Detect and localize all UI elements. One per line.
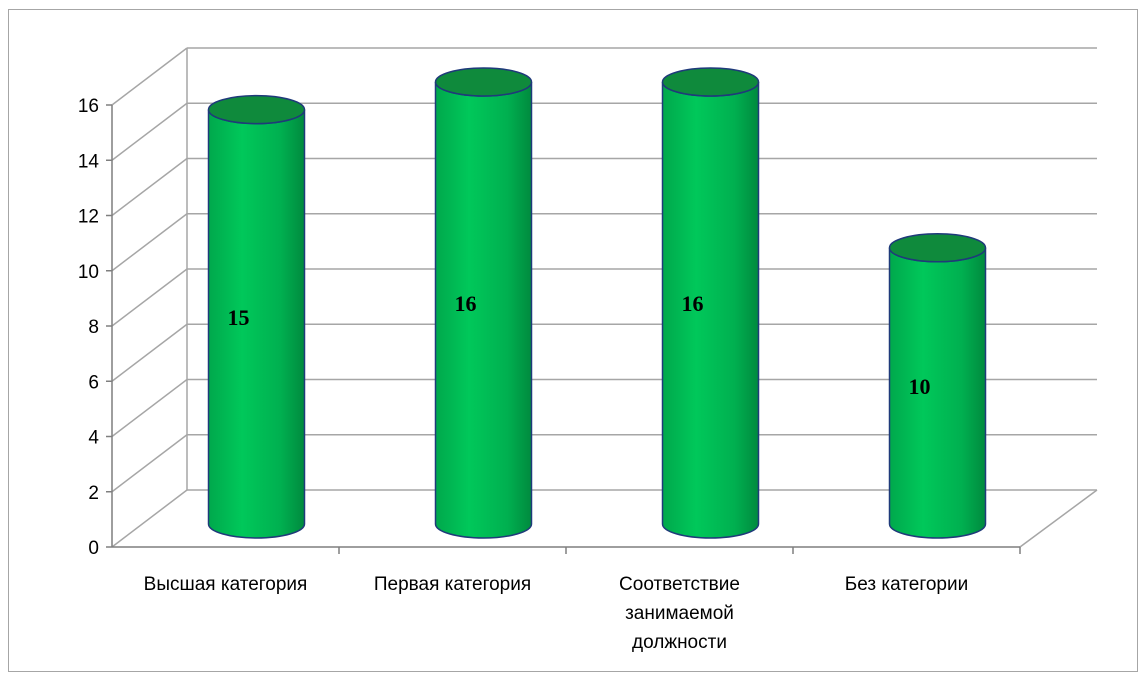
x-category-label-line-3-0: Без категории — [845, 574, 968, 595]
bars: 15 16 16 10 — [207, 67, 987, 539]
bar-top-2 — [661, 67, 760, 97]
axes — [106, 104, 1021, 554]
x-category-label-line-1-0: Первая категория — [374, 574, 531, 595]
bar-2: 16 — [661, 67, 760, 539]
floor-right-edge — [1019, 489, 1098, 548]
x-category-label-line-0-0: Высшая категория — [144, 574, 308, 595]
x-category-label-line-2-0: Соответствие — [619, 574, 740, 595]
x-category-label-line-2-1: занимаемой — [625, 603, 734, 624]
x-axis-category-labels: Высшая категория Первая категория Соответс… — [144, 574, 969, 653]
y-tick-label-0: 0 — [88, 538, 99, 559]
x-category-label-0: Высшая категория — [144, 574, 308, 595]
x-category-label-1: Первая категория — [374, 574, 531, 595]
x-category-label-2: Соответствие занимаемой должности — [619, 574, 740, 653]
gridline-side-8 — [111, 268, 188, 327]
bar-body-2 — [661, 81, 760, 539]
gridline-side-14 — [111, 102, 188, 161]
bar-body-1 — [434, 81, 533, 539]
x-category-label-line-2-2: должности — [632, 632, 727, 653]
bar-1: 16 — [434, 67, 533, 539]
data-label-2: 16 — [682, 291, 704, 316]
y-tick-label-16: 16 — [78, 96, 99, 117]
data-label-1: 16 — [455, 291, 477, 316]
gridline-side-10 — [111, 213, 188, 272]
y-tick-label-4: 4 — [88, 428, 99, 449]
y-tick-label-14: 14 — [78, 151, 100, 172]
gridline-side-16 — [111, 47, 188, 106]
data-label-3: 10 — [909, 374, 931, 399]
gridline-side-0 — [111, 489, 188, 548]
y-tick-label-2: 2 — [88, 483, 99, 504]
bar-top-1 — [434, 67, 533, 97]
gridline-side-2 — [111, 434, 188, 493]
x-category-label-3: Без категории — [845, 574, 968, 595]
bar-top-0 — [207, 94, 306, 125]
gridline-side-4 — [111, 378, 188, 438]
bar-3: 10 — [888, 233, 987, 539]
y-tick-label-12: 12 — [78, 207, 99, 228]
data-label-0: 15 — [228, 305, 250, 330]
bar-top-3 — [888, 233, 987, 263]
gridline-side-6 — [111, 323, 188, 382]
y-tick-label-6: 6 — [88, 372, 99, 393]
bar-0: 15 — [207, 94, 306, 539]
y-tick-label-10: 10 — [78, 262, 99, 283]
y-tick-label-8: 8 — [88, 317, 99, 338]
bar-body-0 — [207, 109, 306, 539]
bar-body-3 — [888, 247, 987, 539]
y-axis-tick-labels: 0 2 4 6 8 10 12 14 16 — [78, 96, 100, 559]
gridline-side-12 — [111, 157, 188, 217]
